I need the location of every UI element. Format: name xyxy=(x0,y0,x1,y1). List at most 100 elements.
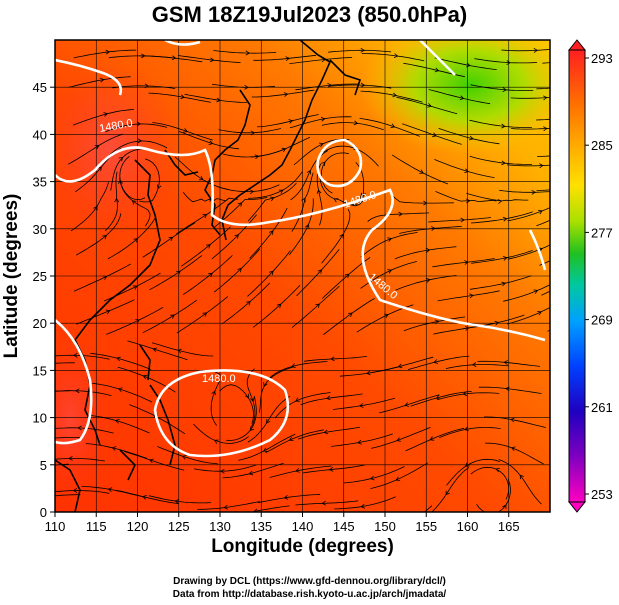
streamline-arrow xyxy=(249,189,255,195)
streamline-arrow xyxy=(116,356,121,362)
streamline xyxy=(498,459,542,505)
streamline-arrow xyxy=(369,475,375,481)
streamline-arrow xyxy=(75,388,80,394)
x-tick-label: 110 xyxy=(45,519,66,534)
streamline-arrow xyxy=(392,92,398,98)
streamline xyxy=(288,198,314,256)
streamline-arrow xyxy=(501,281,507,287)
streamline xyxy=(90,352,152,370)
streamline xyxy=(510,127,550,130)
x-axis-ticks: 110 115 120 125 130 135 140 145 150 155 160 165 xyxy=(45,512,520,534)
streamline-arrow xyxy=(533,48,539,53)
streamline xyxy=(291,172,314,232)
streamline-arrow xyxy=(330,356,335,362)
streamline-arrow xyxy=(464,462,470,467)
streamline-arrow xyxy=(360,503,366,509)
streamline-arrow xyxy=(326,395,331,401)
streamline-arrow xyxy=(501,123,506,129)
streamline-arrow xyxy=(321,161,326,167)
streamline-arrow xyxy=(174,499,180,504)
streamline xyxy=(184,93,248,103)
streamline xyxy=(302,464,366,474)
x-tick-label: 165 xyxy=(498,519,520,534)
streamline xyxy=(197,501,260,510)
colorbar-label: 261 xyxy=(591,400,613,415)
streamline xyxy=(112,85,176,89)
streamline-arrow xyxy=(198,176,204,181)
streamline xyxy=(379,394,440,414)
streamline xyxy=(469,275,532,290)
streamline xyxy=(300,393,363,406)
streamline xyxy=(55,427,114,434)
streamline-arrow xyxy=(283,494,289,500)
y-tick-label: 40 xyxy=(33,127,47,142)
streamline-arrow xyxy=(288,119,294,124)
streamline xyxy=(252,285,301,328)
streamline-arrow xyxy=(114,419,120,424)
streamline xyxy=(507,307,550,325)
streamline-arrow xyxy=(103,112,109,117)
streamline-arrow xyxy=(107,487,113,493)
streamline-arrow xyxy=(97,166,102,172)
streamline-arrow xyxy=(177,348,182,354)
y-tick-label: 10 xyxy=(33,411,47,426)
streamline-arrow xyxy=(319,142,324,148)
streamline-arrow xyxy=(366,370,371,376)
streamline xyxy=(332,397,396,410)
streamline xyxy=(469,119,532,128)
streamline-arrow xyxy=(501,160,506,166)
streamline xyxy=(437,290,500,302)
streamline xyxy=(367,212,430,222)
streamline-arrow xyxy=(248,470,254,476)
streamline xyxy=(116,490,179,504)
streamline xyxy=(343,466,405,484)
streamline-arrow xyxy=(245,50,251,56)
streamline xyxy=(431,467,470,512)
streamline-arrow xyxy=(44,437,48,441)
streamline xyxy=(257,493,321,504)
streamline-arrow xyxy=(244,393,250,399)
streamline-arrow xyxy=(506,60,511,65)
streamline xyxy=(323,145,379,167)
streamline-arrow xyxy=(216,97,221,103)
streamline-arrow xyxy=(285,56,290,62)
streamline xyxy=(539,260,550,266)
streamline xyxy=(127,340,188,361)
streamline xyxy=(501,48,550,52)
streamline-arrow xyxy=(502,256,508,261)
streamline xyxy=(226,395,257,441)
streamline-arrow xyxy=(538,247,543,252)
streamline-arrow xyxy=(99,77,105,83)
streamline-arrow xyxy=(423,200,428,206)
streamline-arrow xyxy=(152,347,158,353)
streamline-arrow xyxy=(339,233,344,239)
streamline-arrow xyxy=(281,147,287,153)
streamline xyxy=(267,361,328,380)
chart-title: GSM 18Z19Jul2023 (850.0hPa) xyxy=(151,2,468,27)
streamline-arrow xyxy=(469,135,474,141)
streamline xyxy=(469,155,532,165)
streamline xyxy=(536,87,550,90)
streamline xyxy=(399,226,462,234)
streamline-arrow xyxy=(425,247,431,253)
streamline xyxy=(507,207,550,222)
streamline xyxy=(392,195,454,204)
streamline xyxy=(295,83,359,91)
y-tick-label: 35 xyxy=(33,175,47,190)
streamline xyxy=(470,211,533,224)
streamline xyxy=(211,214,257,260)
streamline xyxy=(73,109,135,126)
streamline xyxy=(434,159,495,178)
streamline-arrow xyxy=(531,189,536,195)
streamline-arrow xyxy=(502,87,507,93)
streamline-arrow xyxy=(393,53,399,58)
streamline xyxy=(360,232,418,258)
streamline xyxy=(246,368,256,428)
streamline-arrow xyxy=(320,116,326,122)
streamline xyxy=(289,116,352,129)
x-tick-label: 115 xyxy=(86,519,107,534)
streamline-arrow xyxy=(208,140,214,146)
streamline xyxy=(92,382,153,403)
streamline-arrow xyxy=(360,192,366,198)
